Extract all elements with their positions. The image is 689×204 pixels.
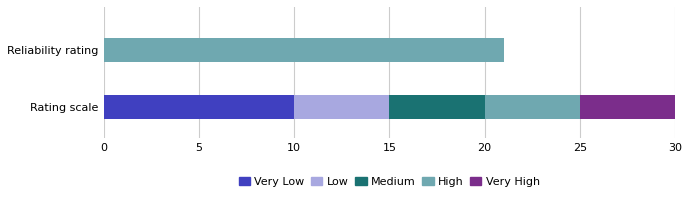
Bar	[389, 95, 484, 119]
Bar	[294, 95, 389, 119]
Bar	[104, 95, 294, 119]
Bar	[580, 95, 675, 119]
Bar	[104, 38, 504, 62]
Legend: Very Low, Low, Medium, High, Very High: Very Low, Low, Medium, High, Very High	[234, 172, 544, 191]
Bar	[484, 95, 580, 119]
